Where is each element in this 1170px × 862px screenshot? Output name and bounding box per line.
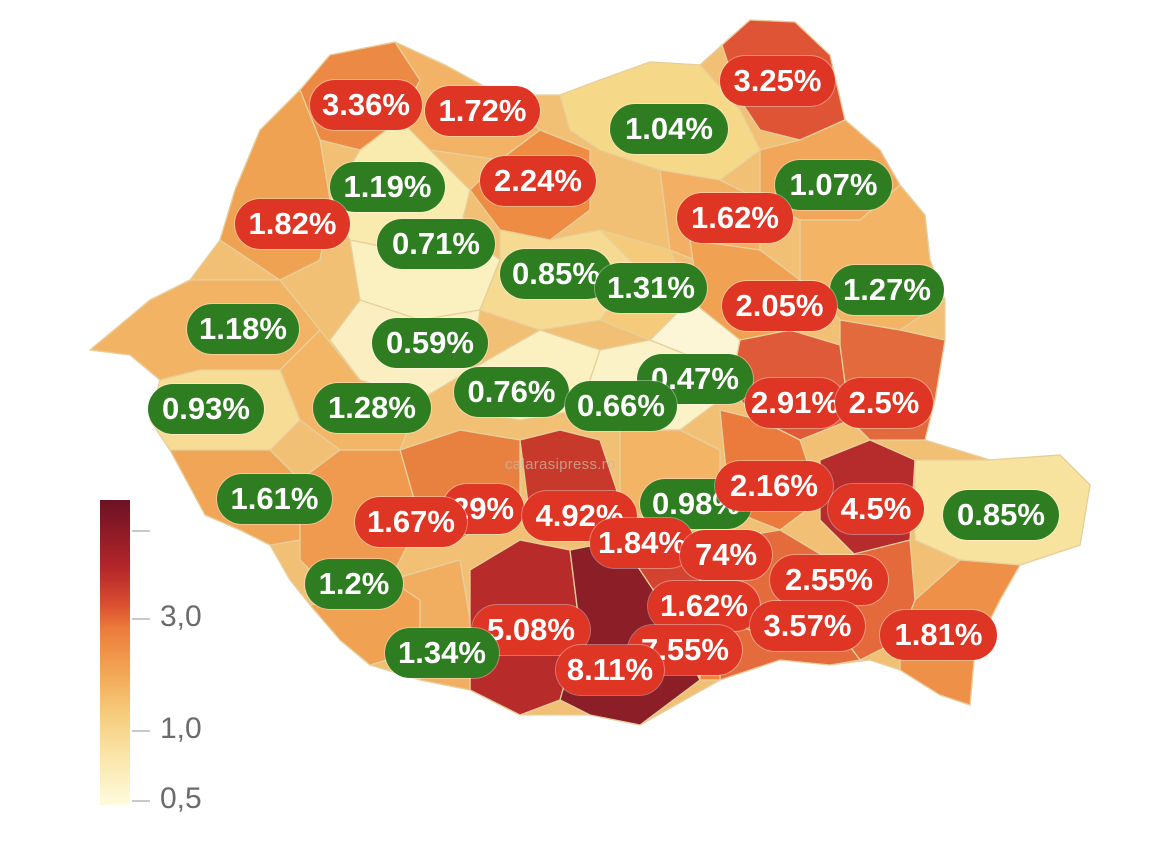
legend-tick-1: [132, 730, 150, 732]
county-value-label: 0.71%: [377, 219, 495, 269]
county-value-label: 1.28%: [313, 383, 431, 433]
county-value-label: 2.24%: [480, 156, 596, 206]
county-value-label: 1.2%: [305, 559, 403, 609]
county-value-label: 1.04%: [610, 104, 728, 154]
county-value-label: 1.62%: [648, 581, 760, 631]
county-value-label: 2.16%: [715, 461, 833, 511]
county-value-label: 0.85%: [943, 490, 1059, 540]
county-value-label: 3.25%: [720, 56, 835, 106]
legend-label-1: 1,0: [160, 712, 202, 745]
county-value-label: 0.85%: [500, 249, 612, 299]
county-value-label: 8.11%: [556, 645, 664, 695]
county-value-label: 1.81%: [880, 610, 997, 660]
county-value-label: 1.31%: [595, 263, 707, 313]
county-value-label: 1.72%: [425, 86, 540, 136]
county-value-label: 74%: [680, 530, 772, 580]
county-value-label: 1.34%: [385, 628, 499, 678]
county-value-label: 0.93%: [148, 384, 264, 434]
county-value-label: 1.18%: [187, 304, 299, 354]
county-value-label: 1.67%: [355, 497, 467, 547]
watermark-text: calarasipress.ro: [505, 456, 616, 473]
county-value-label: 1.84%: [590, 518, 694, 568]
county-value-label: 2.55%: [770, 555, 888, 605]
county-value-label: 1.07%: [775, 160, 892, 210]
county-value-label: 3.57%: [750, 601, 865, 651]
county-value-label: 4.5%: [828, 484, 924, 534]
county-value-label: 1.82%: [235, 199, 350, 249]
legend-tick-top: [132, 530, 150, 532]
county-value-label: 2.91%: [745, 378, 845, 428]
legend-tick-05: [132, 800, 150, 802]
legend-tick-3: [132, 618, 150, 620]
county-value-label: 0.76%: [454, 367, 569, 417]
county-value-label: 2.05%: [722, 281, 837, 331]
county-value-label: 0.66%: [565, 381, 677, 431]
county-value-label: 1.19%: [330, 162, 445, 212]
county-value-label: 3.36%: [310, 80, 422, 130]
county-value-label: 0.59%: [372, 318, 488, 368]
county-value-label: 1.27%: [830, 265, 944, 315]
legend-color-scale: [100, 500, 130, 805]
legend-label-05: 0,5: [160, 782, 202, 815]
county-value-label: 1.61%: [217, 474, 332, 524]
county-value-label: 2.5%: [835, 378, 933, 428]
legend-label-3: 3,0: [160, 600, 202, 633]
county-value-label: 1.62%: [677, 193, 793, 243]
